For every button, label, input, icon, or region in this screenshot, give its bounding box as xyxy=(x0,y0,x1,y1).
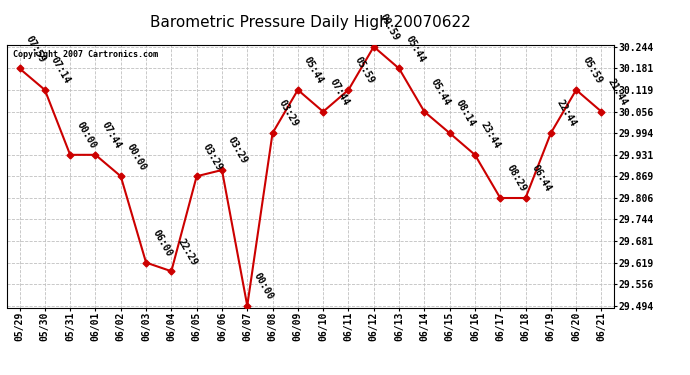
Text: 07:59: 07:59 xyxy=(23,34,47,64)
Text: 05:59: 05:59 xyxy=(353,55,376,86)
Text: 21:44: 21:44 xyxy=(606,77,629,108)
Text: 03:29: 03:29 xyxy=(277,99,300,129)
Text: 07:44: 07:44 xyxy=(99,120,123,151)
Text: 00:00: 00:00 xyxy=(125,142,148,172)
Text: 03:29: 03:29 xyxy=(201,142,224,172)
Text: 08:29: 08:29 xyxy=(504,164,528,194)
Text: 07:44: 07:44 xyxy=(327,77,351,108)
Text: 07:14: 07:14 xyxy=(49,55,72,86)
Text: 06:00: 06:00 xyxy=(150,228,174,258)
Text: 06:44: 06:44 xyxy=(530,164,553,194)
Text: 05:59: 05:59 xyxy=(580,55,604,86)
Text: 03:29: 03:29 xyxy=(226,135,250,166)
Text: Barometric Pressure Daily High 20070622: Barometric Pressure Daily High 20070622 xyxy=(150,15,471,30)
Text: 09:59: 09:59 xyxy=(378,12,402,42)
Text: 05:44: 05:44 xyxy=(302,55,326,86)
Text: 22:44: 22:44 xyxy=(555,99,578,129)
Text: 05:44: 05:44 xyxy=(403,34,426,64)
Text: 05:44: 05:44 xyxy=(428,77,452,108)
Text: 00:00: 00:00 xyxy=(75,120,98,151)
Text: 22:29: 22:29 xyxy=(175,237,199,267)
Text: 08:14: 08:14 xyxy=(454,99,477,129)
Text: 23:44: 23:44 xyxy=(479,120,502,151)
Text: Copyright 2007 Cartronics.com: Copyright 2007 Cartronics.com xyxy=(13,50,158,59)
Text: 00:00: 00:00 xyxy=(251,271,275,302)
